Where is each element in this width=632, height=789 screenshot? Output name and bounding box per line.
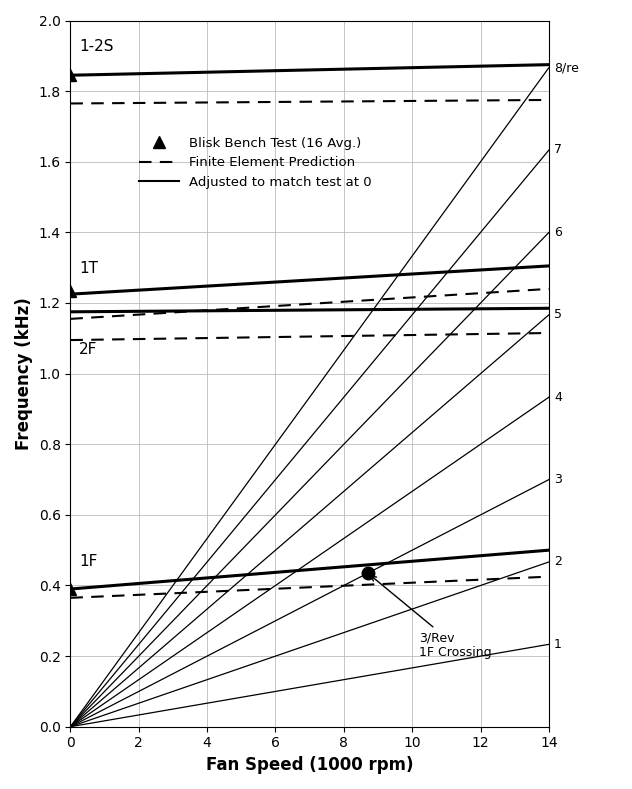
Text: 1T: 1T: [79, 261, 98, 276]
Text: 3/Rev
1F Crossing: 3/Rev 1F Crossing: [371, 576, 492, 660]
Text: 8/re: 8/re: [554, 61, 579, 74]
Text: 1-2S: 1-2S: [79, 39, 114, 54]
X-axis label: Fan Speed (1000 rpm): Fan Speed (1000 rpm): [206, 756, 413, 774]
Text: 2: 2: [554, 555, 562, 568]
Text: 3: 3: [554, 473, 562, 486]
Text: 2F: 2F: [79, 342, 97, 357]
Text: 1: 1: [554, 638, 562, 651]
Text: 4: 4: [554, 391, 562, 404]
Y-axis label: Frequency (kHz): Frequency (kHz): [15, 297, 33, 450]
Text: 6: 6: [554, 226, 562, 239]
Text: 5: 5: [554, 308, 562, 321]
Text: 1F: 1F: [79, 554, 97, 569]
Text: 7: 7: [554, 144, 562, 156]
Legend: Blisk Bench Test (16 Avg.), Finite Element Prediction, Adjusted to match test at: Blisk Bench Test (16 Avg.), Finite Eleme…: [139, 136, 372, 189]
